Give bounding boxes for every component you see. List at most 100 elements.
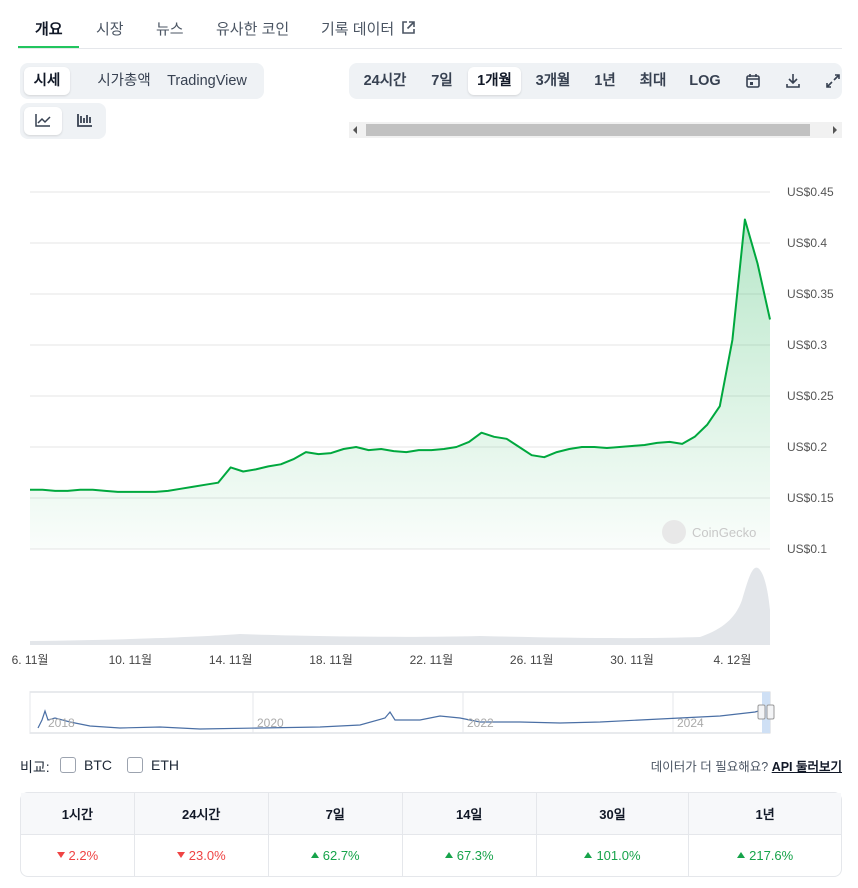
x-tick-label: 22. 11월 — [410, 653, 454, 667]
navigator-year-lines — [29, 692, 674, 733]
change-arrow — [584, 852, 593, 858]
tab-divider — [18, 48, 842, 49]
download-icon[interactable] — [785, 73, 801, 89]
price-chart: 2018 2020 2022 2024 CoinGecko US$0.1 US$0.15… — [12, 185, 834, 734]
navigator-handle[interactable] — [757, 704, 766, 720]
change-text: 62.7% — [322, 848, 360, 863]
x-tick-label: 10. 11월 — [109, 653, 153, 667]
api-link[interactable]: API 둘러보기 — [771, 760, 842, 774]
navigator-line — [37, 709, 763, 730]
fullscreen-icon[interactable] — [825, 73, 841, 89]
x-tick-label: 6. 11월 — [12, 653, 49, 667]
column-header: 1년 — [688, 793, 841, 834]
range-button[interactable]: 1년 — [594, 73, 616, 89]
change-arrow — [444, 852, 453, 858]
navigator: 2018 2020 2022 2024 — [29, 691, 775, 734]
navigator-year: 2024 — [677, 716, 704, 730]
range-button[interactable]: 최대 — [639, 73, 667, 89]
range-group: 24시간 7일 1개월 3개월 1년 최대 LOG — [349, 63, 842, 99]
change-value: 101.0% — [584, 848, 641, 863]
mode-button[interactable]: 시가총액 — [97, 73, 151, 89]
compare-checkbox[interactable] — [127, 757, 143, 773]
y-tick-label: US$0.45 — [787, 185, 834, 199]
navigator-selection[interactable] — [762, 692, 770, 733]
x-tick-label: 4. 12월 — [714, 653, 752, 667]
range-button[interactable]: LOG — [689, 73, 721, 89]
change-text: 2.2% — [68, 848, 99, 863]
compare-option: ETH — [151, 757, 179, 773]
change-text: 67.3% — [456, 848, 494, 863]
api-prompt: 데이터가 더 필요해요? API 둘러보기 — [651, 756, 842, 775]
tab[interactable]: 뉴스 — [156, 21, 184, 38]
change-cell: 217.6% — [688, 834, 841, 876]
column-header: 1시간 — [21, 793, 134, 834]
change-arrow — [56, 852, 65, 858]
external-link-icon — [402, 21, 415, 34]
x-tick-label: 18. 11월 — [309, 653, 353, 667]
mode-button[interactable]: 시세 — [24, 67, 70, 95]
price-area — [30, 219, 770, 549]
range-button[interactable]: 3개월 — [535, 73, 571, 89]
column-header: 14일 — [401, 793, 536, 834]
active-tab-indicator — [18, 46, 79, 49]
tab[interactable]: 기록 데이터 — [321, 21, 395, 38]
y-tick-label: US$0.1 — [787, 542, 827, 556]
change-cell: 101.0% — [535, 834, 689, 876]
scroll-right-arrow[interactable] — [831, 125, 839, 135]
navigator-year: 2018 — [48, 716, 75, 730]
y-tick-label: US$0.25 — [787, 389, 834, 403]
change-text: 217.6% — [749, 848, 794, 863]
scroll-left-arrow[interactable] — [351, 125, 359, 135]
x-tick-label: 26. 11월 — [510, 653, 554, 667]
change-arrow — [310, 852, 319, 858]
watermark-text: CoinGecko — [692, 525, 756, 540]
y-tick-label: US$0.35 — [787, 287, 834, 301]
change-cell: 23.0% — [133, 834, 268, 876]
tab[interactable]: 개요 — [35, 21, 63, 38]
range-button[interactable]: 1개월 — [468, 67, 521, 95]
line-style-button[interactable] — [24, 107, 62, 135]
chart-style-group — [20, 103, 106, 139]
navigator-frame — [29, 691, 771, 734]
data-row: 2.2% 23.0% 62.7% 67.3% 101.0% 217.6% — [21, 834, 841, 876]
compare-checkbox[interactable] — [60, 757, 76, 773]
navigator-year: 2020 — [257, 716, 284, 730]
change-table: 1시간 24시간 7일 14일 30일 1년 2.2% 23.0% 62.7% 67.3% 101.… — [20, 792, 842, 877]
chart-mode-group: 시세 시가총액 TradingView — [20, 63, 264, 99]
column-header: 24시간 — [133, 793, 268, 834]
change-value: 23.0% — [176, 848, 226, 863]
volume-area — [30, 567, 770, 645]
watermark: CoinGecko — [662, 520, 756, 544]
change-value: 217.6% — [737, 848, 793, 863]
candle-style-button[interactable] — [66, 107, 104, 135]
price-line — [30, 218, 771, 493]
column-header: 7일 — [267, 793, 402, 834]
range-button[interactable]: 7일 — [431, 73, 453, 89]
change-value: 62.7% — [310, 848, 360, 863]
change-value: 67.3% — [444, 848, 494, 863]
column-header: 30일 — [535, 793, 689, 834]
change-cell: 2.2% — [21, 834, 134, 876]
y-tick-label: US$0.3 — [787, 338, 827, 352]
change-text: 23.0% — [188, 848, 226, 863]
x-tick-label: 30. 11월 — [610, 653, 654, 667]
change-arrow — [176, 852, 185, 858]
change-value: 2.2% — [56, 848, 99, 863]
y-tick-label: US$0.4 — [787, 236, 827, 250]
tab[interactable]: 유사한 코인 — [216, 21, 290, 38]
calendar-icon[interactable] — [745, 73, 761, 89]
api-prompt-text: 데이터가 더 필요해요? — [650, 760, 769, 774]
x-tick-label: 14. 11월 — [209, 653, 253, 667]
navigator-handle[interactable] — [766, 704, 775, 720]
change-text: 101.0% — [596, 848, 641, 863]
compare-option: BTC — [84, 757, 112, 773]
tab[interactable]: 시장 — [96, 21, 124, 38]
y-tick-label: US$0.15 — [787, 491, 834, 505]
compare-label: 비교: — [20, 759, 50, 775]
mode-button[interactable]: TradingView — [167, 73, 247, 89]
change-cell: 62.7% — [267, 834, 402, 876]
change-cell: 67.3% — [401, 834, 536, 876]
scrollbar-thumb[interactable] — [366, 124, 810, 136]
range-button[interactable]: 24시간 — [363, 73, 407, 89]
